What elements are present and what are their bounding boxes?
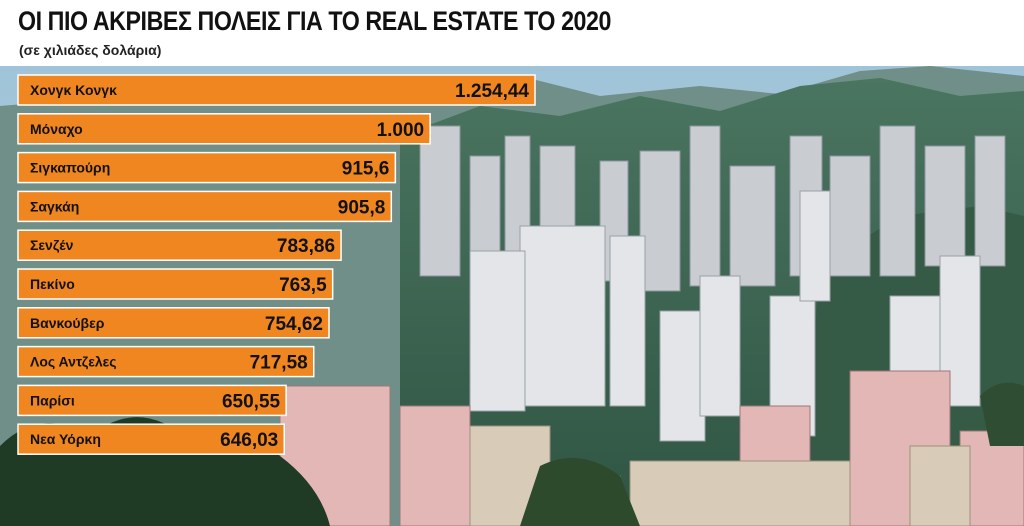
bar-1 xyxy=(17,74,536,106)
bar-value-label: 915,6 xyxy=(342,159,390,180)
chart-header: ΟΙ ΠΙΟ ΑΚΡΙΒΕΣ ΠΟΛΕΙΣ ΓΙΑ ΤΟ REAL ESTATE… xyxy=(0,0,1024,66)
bar-chart: Χονγκ Κονγκ 1.254,44 Μόναχο 1.000 Σιγκαπούρη… xyxy=(17,74,536,455)
bar-5 xyxy=(17,229,342,261)
bar-category-label: Βανκούβερ xyxy=(30,315,105,331)
bar-2 xyxy=(17,113,431,145)
bar-value-label: 783,86 xyxy=(277,236,335,257)
bar-value-label: 1.000 xyxy=(377,120,425,141)
bar-value-label: 905,8 xyxy=(338,197,386,218)
bar-category-label: Χονγκ Κονγκ xyxy=(30,82,117,98)
bar-4 xyxy=(17,190,393,223)
bar-category-label: Λος Αντζελες xyxy=(30,354,117,370)
bar-category-label: Σαγκάη xyxy=(30,198,79,214)
bar-value-label: 646,03 xyxy=(220,430,278,451)
bar-category-label: Σενζέν xyxy=(30,237,74,253)
bar-7 xyxy=(17,307,330,339)
bar-category-label: Μόναχο xyxy=(30,121,83,137)
bar-value-label: 754,62 xyxy=(265,314,323,335)
bar-category-label: Σιγκαπούρη xyxy=(30,160,110,176)
bar-value-label: 763,5 xyxy=(279,275,327,296)
bar-6 xyxy=(17,268,334,300)
bar-category-label: Νεα Υόρκη xyxy=(30,431,101,447)
bar-10 xyxy=(17,423,286,455)
bar-category-label: Παρίσι xyxy=(30,392,75,408)
bar-value-label: 717,58 xyxy=(250,353,308,374)
bar-value-label: 650,55 xyxy=(222,391,281,412)
bar-8 xyxy=(17,345,315,378)
chart-subtitle: (σε χιλιάδες δολάρια) xyxy=(19,42,162,58)
bar-9 xyxy=(17,384,287,417)
bar-category-label: Πεκίνο xyxy=(30,276,75,292)
bar-3 xyxy=(17,151,397,184)
chart-title: ΟΙ ΠΙΟ ΑΚΡΙΒΕΣ ΠΟΛΕΙΣ ΓΙΑ ΤΟ REAL ESTATE… xyxy=(18,6,612,36)
bar-value-label: 1.254,44 xyxy=(455,81,529,102)
